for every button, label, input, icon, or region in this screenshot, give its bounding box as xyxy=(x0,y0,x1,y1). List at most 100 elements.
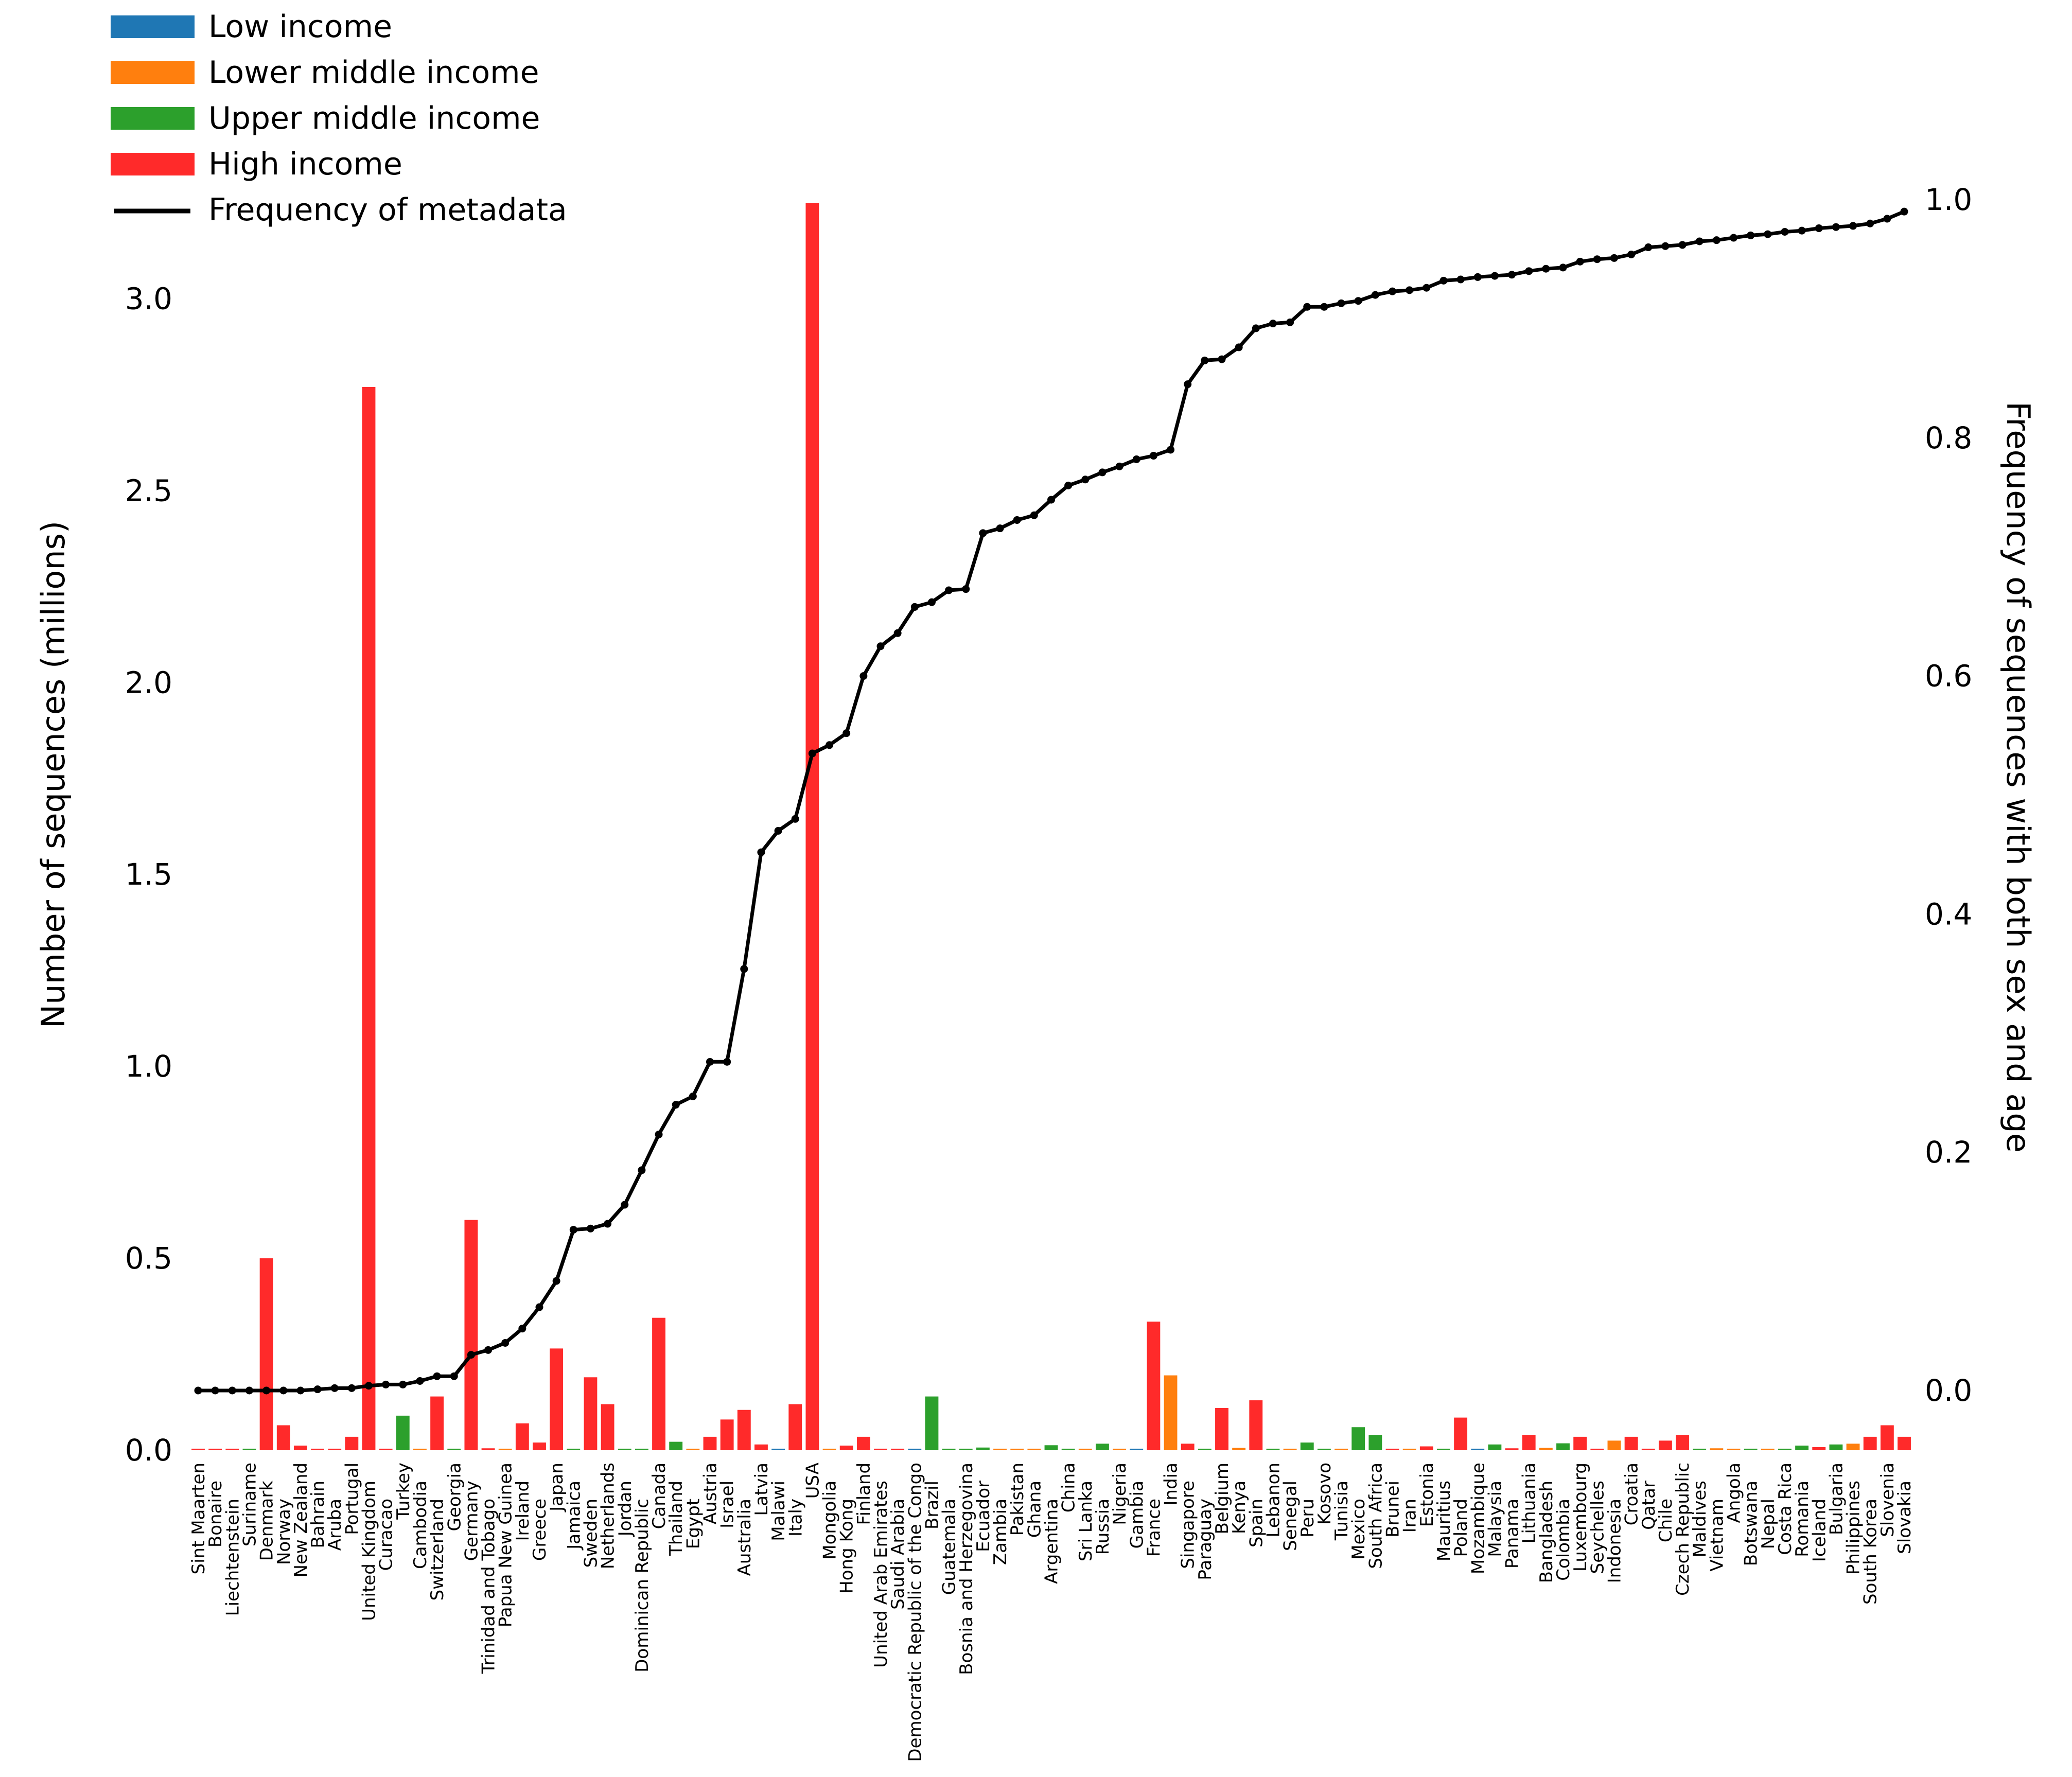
line-point xyxy=(1149,452,1157,460)
line-point xyxy=(1593,255,1601,263)
line-point xyxy=(518,1325,526,1333)
x-tick-label: Iceland xyxy=(1809,1499,1830,1562)
x-tick-label: Slovenia xyxy=(1877,1463,1898,1537)
bar xyxy=(396,1415,410,1450)
x-tick-label: Sweden xyxy=(581,1499,601,1568)
x-tick-label: Kosovo xyxy=(1314,1463,1335,1525)
bar xyxy=(1402,1449,1416,1450)
bar xyxy=(822,1449,836,1450)
line-point xyxy=(1115,462,1123,470)
bar xyxy=(293,1446,307,1450)
bar xyxy=(1249,1400,1263,1450)
bar xyxy=(584,1377,598,1450)
line-point xyxy=(1866,219,1874,227)
x-tick-label: Singapore xyxy=(1178,1481,1199,1569)
bar xyxy=(839,1446,853,1450)
legend-label: Frequency of metadata xyxy=(208,192,567,228)
bar xyxy=(788,1404,802,1450)
x-tick-label: Italy xyxy=(785,1499,806,1537)
line-point xyxy=(1201,356,1209,364)
x-tick-label: Colombia xyxy=(1553,1499,1574,1581)
bar xyxy=(908,1449,922,1450)
x-tick-label: Curacao xyxy=(376,1499,397,1571)
line-point xyxy=(1798,226,1806,235)
y2-tick-label: 0.6 xyxy=(1925,659,1972,694)
x-tick-label: Mexico xyxy=(1348,1499,1369,1560)
frequency-line xyxy=(198,209,1905,1393)
x-tick-label: Switzerland xyxy=(427,1499,448,1600)
bar xyxy=(362,387,376,1451)
x-tick-label: Bangladesh xyxy=(1536,1481,1557,1583)
bar xyxy=(1522,1435,1536,1450)
x-tick-label: South Africa xyxy=(1365,1463,1386,1569)
bar xyxy=(430,1396,444,1450)
line-point xyxy=(552,1277,560,1285)
line-point xyxy=(450,1372,458,1380)
x-tick-label: Gambia xyxy=(1127,1481,1147,1549)
x-tick-label: Turkey xyxy=(393,1463,414,1520)
line-point xyxy=(689,1092,697,1100)
line-point xyxy=(1525,267,1533,275)
x-tick-label: Aruba xyxy=(325,1499,345,1551)
bar xyxy=(550,1348,564,1450)
bar xyxy=(1454,1417,1468,1450)
x-tick-label: Vietnam xyxy=(1707,1499,1727,1572)
line-point xyxy=(842,729,851,737)
bar xyxy=(1710,1448,1724,1450)
line-point xyxy=(1064,481,1073,489)
bar xyxy=(208,1449,222,1450)
line-point xyxy=(330,1384,339,1392)
x-tick-label: Lithuania xyxy=(1519,1463,1540,1543)
bar xyxy=(1385,1449,1399,1450)
bar xyxy=(669,1441,683,1450)
line-point xyxy=(586,1224,594,1233)
x-tick-label: Iran xyxy=(1400,1499,1420,1533)
y2-tick-label: 1.0 xyxy=(1925,182,1972,217)
x-tick-label: New Zealand xyxy=(291,1463,311,1577)
bar xyxy=(1556,1443,1570,1450)
bar xyxy=(1829,1444,1843,1450)
x-tick-label: Bahrain xyxy=(308,1481,328,1549)
bar xyxy=(959,1449,973,1450)
line-point xyxy=(1695,237,1704,245)
y2-tick-label: 0.4 xyxy=(1925,896,1972,931)
bar xyxy=(1027,1449,1041,1450)
line-point xyxy=(1849,222,1857,230)
line-point xyxy=(1235,343,1243,351)
line-point xyxy=(279,1386,288,1395)
bar xyxy=(1693,1449,1707,1450)
bar xyxy=(1368,1435,1382,1450)
line-point xyxy=(910,603,919,611)
bar xyxy=(1488,1444,1502,1450)
legend-label: High income xyxy=(208,146,402,182)
bar xyxy=(1812,1447,1826,1450)
line-point xyxy=(808,749,816,758)
line-point xyxy=(740,965,748,973)
x-tick-label: Portugal xyxy=(342,1463,362,1535)
line-point xyxy=(1047,496,1055,504)
line-point xyxy=(569,1226,577,1234)
bar xyxy=(856,1436,870,1450)
line-point xyxy=(484,1346,493,1354)
x-tick-label: Bonaire xyxy=(205,1481,226,1547)
line-point xyxy=(296,1386,305,1395)
x-tick-label: USA xyxy=(802,1463,823,1499)
left-y-axis: 0.0 0.5 1.0 1.5 2.0 2.5 3.0 xyxy=(125,281,172,1468)
x-tick-label: Ireland xyxy=(513,1481,533,1541)
x-tick-label: Georgia xyxy=(444,1463,465,1531)
x-tick-label: Finland xyxy=(854,1463,874,1525)
x-tick-label: Mongolia xyxy=(820,1481,840,1560)
line-point xyxy=(1627,250,1636,258)
x-tick-label: Jordan xyxy=(615,1481,636,1537)
y-tick-label: 2.0 xyxy=(125,665,172,700)
x-tick-label: Peru xyxy=(1297,1499,1318,1538)
x-tick-label: Canada xyxy=(649,1463,670,1529)
bar xyxy=(242,1449,256,1450)
line-point xyxy=(1832,223,1840,231)
x-tick-label: Nepal xyxy=(1758,1499,1779,1549)
x-tick-label: India xyxy=(1161,1463,1182,1505)
x-tick-label: Pakistan xyxy=(1007,1463,1028,1536)
bar xyxy=(1078,1449,1092,1450)
y-tick-label: 3.0 xyxy=(125,281,172,316)
